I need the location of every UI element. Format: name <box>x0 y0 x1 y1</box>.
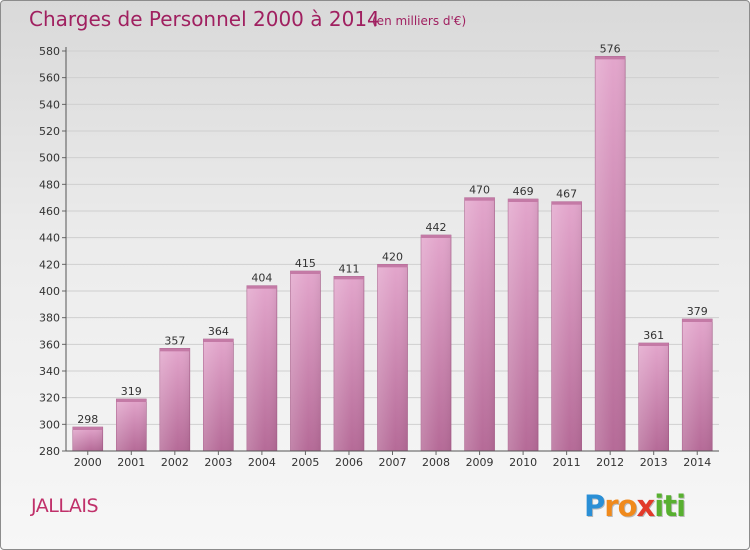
x-tick-label-2012: 2012 <box>596 456 624 469</box>
bar-shade-2004 <box>246 285 277 451</box>
bar-cap-2010 <box>508 199 539 202</box>
x-tick-label-2005: 2005 <box>291 456 319 469</box>
logo-letter: o <box>617 489 638 523</box>
bar-cap-2011 <box>551 201 582 205</box>
x-tick-label-2014: 2014 <box>683 456 711 469</box>
x-tick-label-2008: 2008 <box>422 456 450 469</box>
bar-shade-2009 <box>464 197 495 451</box>
y-tick-label: 580 <box>39 45 60 58</box>
bar-cap-2005 <box>290 271 321 274</box>
bar-cap-2008 <box>421 235 452 238</box>
y-tick-label: 560 <box>39 72 60 85</box>
x-tick-label-2010: 2010 <box>509 456 537 469</box>
x-tick-label-2004: 2004 <box>248 456 276 469</box>
logo-letter: i <box>676 489 686 523</box>
data-label-2004: 404 <box>251 272 272 285</box>
data-label-2005: 415 <box>295 257 316 270</box>
bar-shade-2008 <box>421 235 452 451</box>
logo-letter: i <box>654 489 664 523</box>
bar-shade-2001 <box>116 399 147 451</box>
commune-name: JALLAIS <box>31 495 99 517</box>
data-label-2007: 420 <box>382 250 403 263</box>
data-label-2014: 379 <box>687 305 708 318</box>
bar-cap-2000 <box>72 427 103 430</box>
bar-shade-2011 <box>551 201 582 451</box>
data-label-2006: 411 <box>338 262 359 275</box>
bar-shade-2000 <box>72 427 103 451</box>
x-tick-label-2002: 2002 <box>161 456 189 469</box>
data-label-2001: 319 <box>121 385 142 398</box>
bar-cap-2013 <box>638 343 669 346</box>
logo-letter: r <box>604 489 618 523</box>
y-tick-label: 400 <box>39 285 60 298</box>
x-tick-label-2000: 2000 <box>74 456 102 469</box>
bar-shade-2006 <box>333 276 364 451</box>
data-label-2002: 357 <box>164 334 185 347</box>
bar-cap-2003 <box>203 339 234 342</box>
bar-cap-2002 <box>159 348 190 352</box>
y-tick-label: 500 <box>39 152 60 165</box>
bar-shade-2002 <box>159 348 190 451</box>
logo-letter: x <box>636 489 656 523</box>
data-label-2009: 470 <box>469 184 490 197</box>
y-tick-label: 460 <box>39 205 60 218</box>
x-tick-label-2006: 2006 <box>335 456 363 469</box>
y-tick-label: 320 <box>39 392 60 405</box>
data-label-2013: 361 <box>643 329 664 342</box>
x-tick-label-2001: 2001 <box>117 456 145 469</box>
x-tick-label-2011: 2011 <box>553 456 581 469</box>
data-label-2003: 364 <box>208 325 229 338</box>
chart-subtitle: (en milliers d'€) <box>372 14 467 28</box>
chart-title: Charges de Personnel 2000 à 2014 <box>29 7 380 31</box>
y-tick-label: 300 <box>39 418 60 431</box>
bar-shade-2005 <box>290 271 321 451</box>
data-label-2012: 576 <box>600 42 621 55</box>
logo-letter: P <box>584 489 605 523</box>
x-tick-label-2007: 2007 <box>379 456 407 469</box>
bar-cap-2014 <box>682 319 713 322</box>
data-label-2011: 467 <box>556 188 577 201</box>
bar-cap-2004 <box>246 285 277 289</box>
y-tick-label: 360 <box>39 338 60 351</box>
bar-shade-2014 <box>682 319 713 451</box>
x-tick-label-2013: 2013 <box>640 456 668 469</box>
y-tick-label: 340 <box>39 365 60 378</box>
bar-shade-2012 <box>595 56 626 451</box>
bar-cap-2001 <box>116 399 147 402</box>
bar-cap-2009 <box>464 197 495 201</box>
data-label-2000: 298 <box>77 413 98 426</box>
y-tick-label: 280 <box>39 445 60 458</box>
bar-cap-2012 <box>595 56 626 60</box>
x-tick-label-2003: 2003 <box>204 456 232 469</box>
data-label-2008: 442 <box>426 221 447 234</box>
y-tick-label: 440 <box>39 232 60 245</box>
y-tick-label: 380 <box>39 312 60 325</box>
data-label-2010: 469 <box>513 185 534 198</box>
proxiti-logo: Proxiti <box>584 489 686 523</box>
y-tick-label: 540 <box>39 98 60 111</box>
bar-shade-2010 <box>508 199 539 451</box>
bar-cap-2006 <box>333 276 364 280</box>
bar-shade-2003 <box>203 339 234 451</box>
y-tick-label: 420 <box>39 258 60 271</box>
y-tick-label: 520 <box>39 125 60 138</box>
logo-letter: t <box>663 489 677 523</box>
bar-shade-2007 <box>377 264 408 451</box>
bar-cap-2007 <box>377 264 408 268</box>
y-tick-label: 480 <box>39 178 60 191</box>
bar-shade-2013 <box>638 343 669 451</box>
x-tick-label-2009: 2009 <box>466 456 494 469</box>
